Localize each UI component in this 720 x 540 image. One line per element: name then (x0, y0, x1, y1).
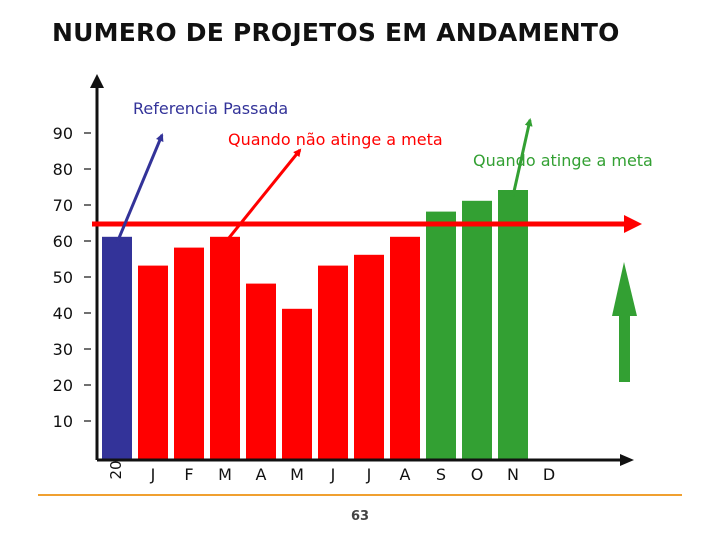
y-tick-label-rotated: 20 (107, 460, 125, 479)
annotation-layer: Referencia Passada Quando não atinge a me… (115, 99, 653, 244)
y-tick-label: 10 (53, 412, 73, 431)
bar-10 (462, 200, 492, 461)
y-tick-label: 80 (53, 160, 73, 179)
annotation-arrow-0 (115, 133, 164, 244)
target-line-arrowhead (624, 215, 642, 233)
y-tick-label: 30 (53, 340, 73, 359)
bar-8 (390, 236, 420, 460)
x-tick-label: A (256, 465, 267, 484)
x-tick-label: M (290, 465, 304, 484)
bar-3 (210, 236, 240, 460)
big-arrow-layer (612, 262, 637, 382)
bar-7 (354, 254, 384, 460)
x-tick-label: M (218, 465, 232, 484)
y-tick-label: 50 (53, 268, 73, 287)
bar-6 (318, 265, 348, 460)
chart-title: NUMERO DE PROJETOS EM ANDAMENTO (52, 18, 620, 47)
y-tick-label: 20 (53, 376, 73, 395)
x-axis-arrowhead (620, 454, 634, 466)
x-tick-label: O (471, 465, 484, 484)
x-tick-label: D (543, 465, 555, 484)
x-tick-label: J (366, 465, 372, 484)
bar-9 (426, 211, 456, 460)
big-up-arrow-head (612, 262, 637, 316)
x-tick-label: J (330, 465, 336, 484)
axes-layer (90, 74, 634, 466)
bar-11 (498, 190, 528, 460)
bars-layer (102, 190, 528, 461)
x-tick-label: N (507, 465, 519, 484)
y-tick-label: 60 (53, 232, 73, 251)
x-tick-label: A (400, 465, 411, 484)
bar-4 (246, 283, 276, 460)
y-tick-label: 70 (53, 196, 73, 215)
page-number: 63 (350, 509, 370, 524)
bar-1 (138, 265, 168, 460)
target-layer (92, 215, 642, 233)
x-tick-label: S (436, 465, 446, 484)
y-tick-label: 40 (53, 304, 73, 323)
annotation-label-0: Referencia Passada (133, 99, 288, 118)
x-tick-label: J (150, 465, 156, 484)
annotation-label-2: Quando atinge a meta (473, 151, 653, 170)
x-tick-label: F (184, 465, 193, 484)
big-up-arrow-shaft (619, 312, 630, 382)
bar-0 (102, 236, 132, 460)
annotation-label-1: Quando não atinge a meta (228, 130, 443, 149)
ticks-layer: J F M A M J J A S O N D 20 10 20 30 40 50 60 70 80 90 (53, 124, 556, 484)
annotation-arrow-1 (223, 148, 302, 244)
annotation-arrow-2 (511, 118, 533, 197)
bar-5 (282, 308, 312, 460)
y-axis-arrowhead (90, 74, 104, 88)
bar-2 (174, 247, 204, 460)
y-tick-label: 90 (53, 124, 73, 143)
